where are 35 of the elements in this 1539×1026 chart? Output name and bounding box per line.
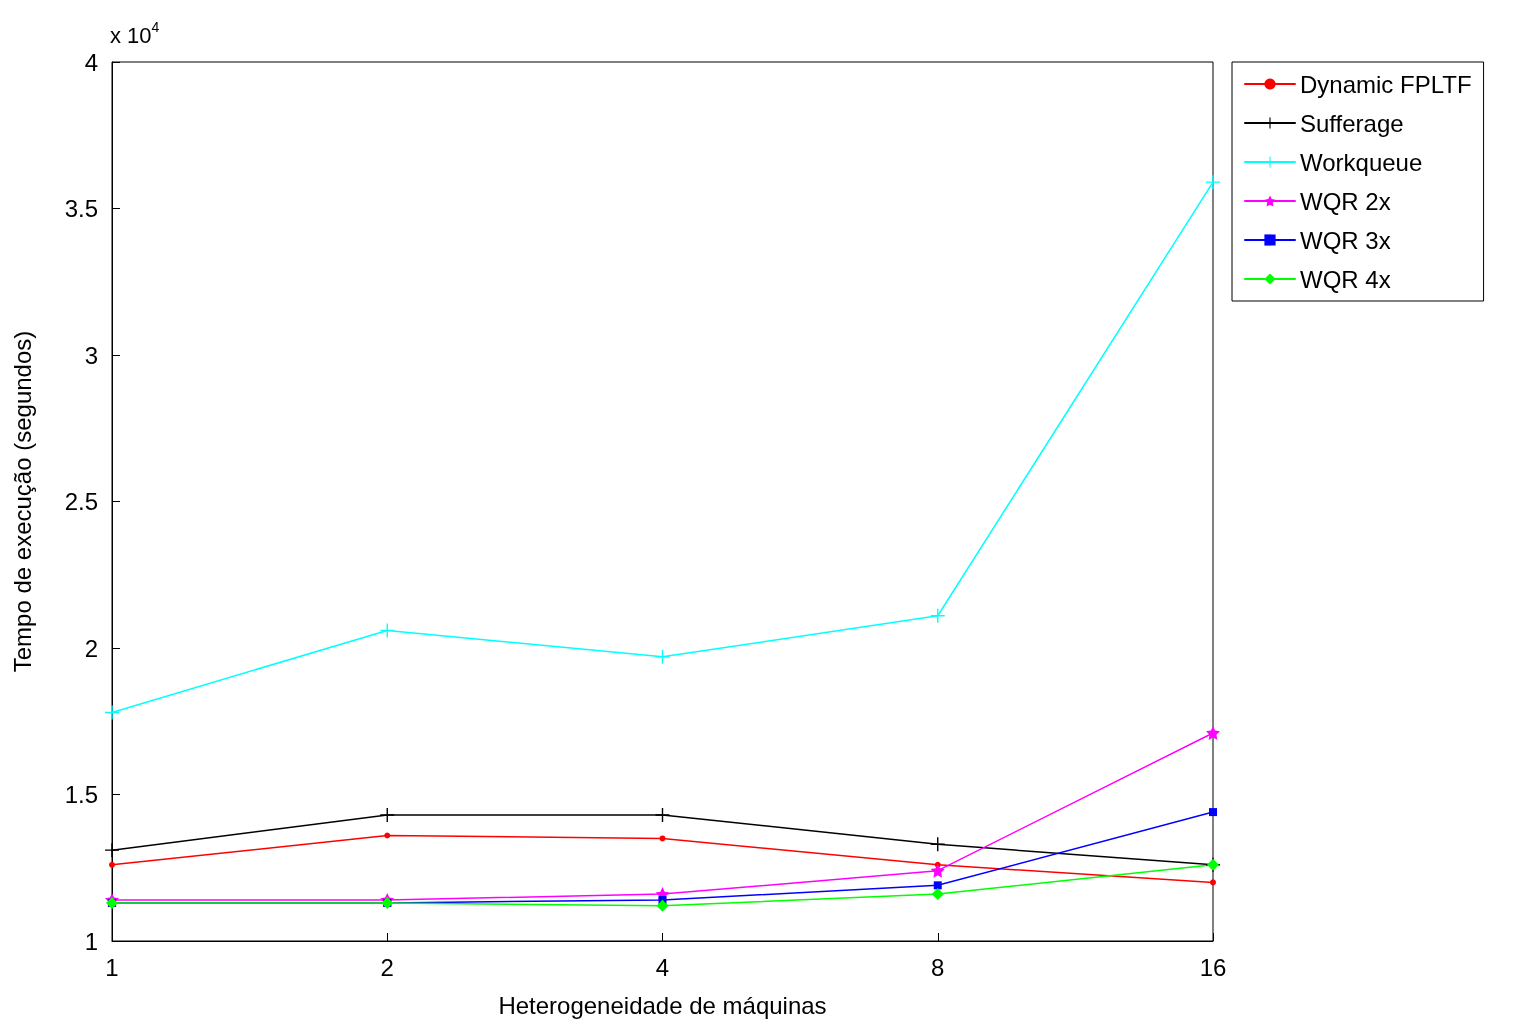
point (109, 861, 115, 868)
y-tick-label: 3.5 (64, 195, 98, 222)
y-tick-label: 2.5 (64, 488, 98, 515)
point (930, 863, 945, 878)
y-tick-label: 1 (84, 927, 98, 955)
x-tick-label: 1 (105, 953, 119, 981)
x-tick-label: 16 (1199, 953, 1227, 981)
x-tick-label: 2 (380, 953, 394, 981)
y-tick-label: 1.5 (64, 781, 98, 808)
y-tick-label: 4 (84, 48, 98, 76)
legend-label: Workqueue (1300, 148, 1423, 176)
legend-label: WQR 3x (1300, 226, 1391, 254)
point (384, 832, 391, 839)
point (933, 881, 942, 890)
point (1209, 808, 1217, 817)
y-axis-title: Tempo de execução (segundos) (8, 330, 36, 673)
point (105, 843, 119, 858)
legend-label: Sufferage (1300, 109, 1404, 137)
y-tick-label: 2 (84, 634, 98, 662)
point (1206, 725, 1220, 740)
legend-label: WQR 2x (1300, 187, 1391, 215)
point (931, 888, 944, 901)
x-tick-label: 4 (655, 953, 670, 981)
point (659, 835, 666, 842)
point (380, 808, 395, 823)
legend-label: WQR 4x (1300, 265, 1391, 293)
point (1206, 175, 1220, 190)
point (105, 705, 119, 720)
point (655, 808, 670, 823)
point (1210, 879, 1216, 886)
legend-label: Dynamic FPLTF (1300, 70, 1472, 98)
x-tick-label: 8 (931, 953, 945, 981)
x-axis-title: Heterogeneidade de máquinas (498, 991, 827, 1019)
point (656, 899, 669, 912)
y-tick-label: 3 (84, 341, 98, 369)
